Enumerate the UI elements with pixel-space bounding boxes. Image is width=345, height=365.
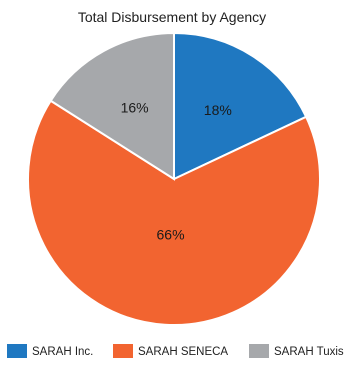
legend-item: SARAH Inc. xyxy=(7,344,93,358)
legend-swatch xyxy=(7,344,27,358)
pie-slice-label: 18% xyxy=(204,102,232,118)
legend-item: SARAH SENECA xyxy=(113,344,228,358)
chart-title: Total Disbursement by Agency xyxy=(78,9,266,25)
pie-slice-2 xyxy=(27,99,321,326)
legend-swatch xyxy=(113,344,133,358)
pie-slice-label: 16% xyxy=(121,99,149,115)
legend-label: SARAH Inc. xyxy=(32,346,93,358)
legend-label: SARAH Tuxis xyxy=(274,346,344,358)
legend-label: SARAH SENECA xyxy=(138,346,228,358)
chart-legend: SARAH Inc. SARAH SENECA SARAH Tuxis xyxy=(7,344,344,358)
legend-swatch xyxy=(249,344,269,358)
pie-slice-label: 66% xyxy=(157,226,185,242)
pie-slice-1 xyxy=(173,31,308,181)
pie-slice-labels: 18% 66% 16% xyxy=(121,99,232,242)
pie-slices xyxy=(27,31,321,326)
pie-slice-3 xyxy=(49,31,175,181)
legend-item: SARAH Tuxis xyxy=(249,344,344,358)
